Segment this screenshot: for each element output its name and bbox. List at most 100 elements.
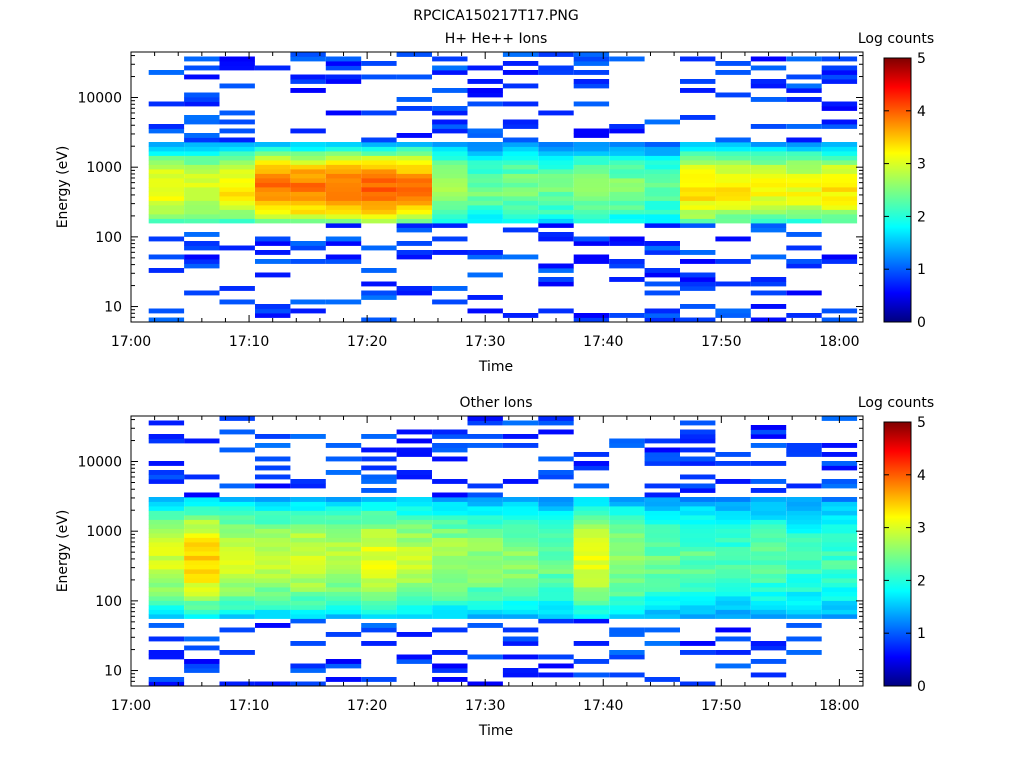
panel1-cell xyxy=(255,151,291,156)
panel1-cell xyxy=(219,173,255,179)
panel2-cell xyxy=(750,564,787,570)
panel2-cell xyxy=(502,627,539,633)
panel2-cell xyxy=(148,528,185,534)
panel1-cell xyxy=(750,277,787,282)
panel1-cell xyxy=(750,254,787,260)
panel1-cell xyxy=(715,173,751,179)
panel1-cell xyxy=(573,218,610,224)
panel2-cell xyxy=(325,614,362,619)
panel1-cell xyxy=(184,218,220,224)
panel2-cell xyxy=(680,596,716,601)
panel2-cell xyxy=(538,591,574,597)
panel1-cell xyxy=(219,169,255,174)
panel1-cell xyxy=(821,151,858,156)
panel2-cell xyxy=(786,510,822,516)
panel2-cell xyxy=(715,501,751,507)
panel2-cell xyxy=(325,591,362,597)
panel2-cell xyxy=(255,596,291,601)
panel2-cell xyxy=(467,578,503,583)
panel1-cell xyxy=(432,88,468,93)
panel1-cell xyxy=(432,146,468,152)
panel2-cell xyxy=(148,546,185,552)
panel1-y-axis: 10 100 1000 10000 xyxy=(77,55,863,323)
panel2-cell xyxy=(680,456,716,462)
panel1-cell xyxy=(396,182,432,188)
panel2-cell xyxy=(680,510,716,516)
panel1-cell xyxy=(750,160,787,165)
panel1-cell xyxy=(786,191,822,197)
panel1-cell xyxy=(432,196,468,201)
panel2-cell xyxy=(502,501,539,507)
panel2-cell xyxy=(219,537,255,543)
panel1-cell xyxy=(255,259,291,264)
panel2-cell xyxy=(821,542,858,547)
panel2-cell xyxy=(184,564,220,570)
panel1-cell xyxy=(361,196,397,201)
panel2-cell xyxy=(255,614,291,619)
panel1-cell xyxy=(184,263,220,269)
panel1-cell xyxy=(680,160,716,165)
panel2-cell xyxy=(821,497,858,502)
panel1-cell xyxy=(821,178,858,183)
panel2-cell xyxy=(680,591,716,597)
panel1-cell xyxy=(290,259,326,264)
panel1-cell xyxy=(290,128,326,134)
panel2-cell xyxy=(290,578,326,583)
panel2-cell xyxy=(538,609,574,615)
panel1-cell xyxy=(219,187,255,192)
panel1-cell xyxy=(184,214,220,219)
panel2-cell xyxy=(573,483,610,489)
panel2-cell xyxy=(573,524,610,529)
panel2-cell xyxy=(680,519,716,525)
panel1-cell xyxy=(538,191,574,197)
panel1-cell xyxy=(219,245,255,251)
panel1-cell xyxy=(715,259,751,264)
panel2-cell xyxy=(573,582,610,588)
panel2-cell xyxy=(750,497,787,502)
panel2-cell xyxy=(609,501,645,507)
panel1-cell xyxy=(361,209,397,215)
panel2-cell xyxy=(644,533,680,538)
panel1-cell xyxy=(255,241,291,246)
panel2-cell xyxy=(821,510,858,516)
panel1-title: H+ He++ Ions xyxy=(445,31,548,47)
panel2-cell xyxy=(255,474,291,480)
panel2-cell xyxy=(467,528,503,534)
panel2-cell xyxy=(786,452,822,457)
panel2-cell xyxy=(184,524,220,529)
panel2-cell xyxy=(502,443,539,448)
panel1-cell xyxy=(290,88,326,93)
panel1-cell xyxy=(325,74,362,80)
panel2-cell xyxy=(432,542,468,547)
panel1-cell xyxy=(396,160,432,165)
panel1-cell xyxy=(432,205,468,210)
panel1-cell xyxy=(361,205,397,210)
panel1-cell xyxy=(750,164,787,170)
panel1-cell xyxy=(219,155,255,161)
panel1-cell xyxy=(750,227,787,233)
panel2-cell xyxy=(538,528,574,534)
panel1-cell xyxy=(219,83,255,89)
panel2-cell xyxy=(290,618,326,624)
panel2-cell xyxy=(361,474,397,480)
panel1-x-axis: 17:00 17:10 17:20 17:30 17:40 17:50 18:00 xyxy=(111,52,864,350)
panel2-cell xyxy=(325,578,362,583)
panel2-cell xyxy=(361,564,397,570)
panel1-cell xyxy=(680,218,716,224)
panel1-cell xyxy=(644,164,680,170)
panel2-cell xyxy=(644,605,680,610)
panel1-cell xyxy=(325,187,362,192)
panel1-cell xyxy=(396,290,432,296)
panel2-cell xyxy=(538,618,574,624)
panel1-cell xyxy=(148,70,185,75)
panel2-cell xyxy=(184,515,220,520)
panel2-cell xyxy=(609,551,645,556)
panel2-x-tick-label: 17:40 xyxy=(583,698,623,714)
panel2-cell xyxy=(467,510,503,516)
panel1-cell xyxy=(396,106,432,111)
panel2-y-tick-label: 10000 xyxy=(77,455,122,471)
panel2-plot-frame xyxy=(130,415,864,687)
panel2-cell xyxy=(502,555,539,561)
panel2-cell xyxy=(290,560,326,565)
panel2-cell xyxy=(148,573,185,579)
